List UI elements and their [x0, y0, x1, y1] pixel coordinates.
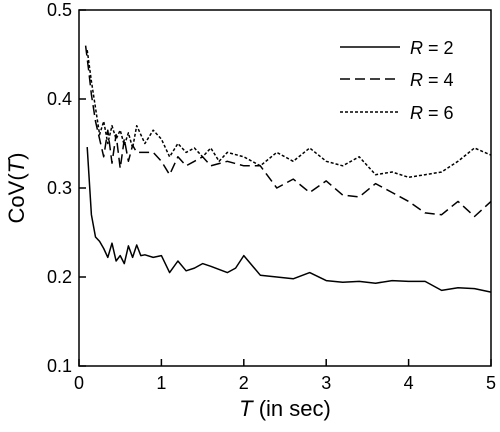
y-axis-label: CoV(T): [4, 153, 29, 224]
legend-label-r4: R = 4: [410, 70, 454, 90]
x-tick-label: 3: [321, 373, 331, 393]
y-tick-label: 0.5: [47, 0, 72, 20]
plot-frame: [78, 9, 492, 367]
legend-label-r6: R = 6: [410, 103, 454, 123]
x-tick-label: 1: [156, 373, 166, 393]
legend-label-r2: R = 2: [410, 38, 454, 58]
series-line-r6: [86, 49, 492, 179]
series-layer: [84, 45, 492, 293]
y-axis-ticks: 0.1 0.2 0.3 0.4 0.5: [47, 0, 86, 376]
y-tick-label: 0.2: [47, 267, 72, 287]
x-axis-ticks: 0 1 2 3 4 5: [74, 359, 496, 393]
x-tick-label: 0: [74, 373, 84, 393]
y-tick-label: 0.1: [47, 356, 72, 376]
legend: R = 2 R = 4 R = 6: [340, 38, 454, 123]
x-tick-label: 4: [404, 373, 414, 393]
x-tick-label: 2: [239, 373, 249, 393]
series-line-r4: [84, 45, 492, 218]
series-line-r2: [86, 147, 492, 293]
x-tick-label: 5: [486, 373, 496, 393]
y-tick-label: 0.3: [47, 178, 72, 198]
x-axis-label: T (in sec): [239, 396, 331, 421]
y-tick-label: 0.4: [47, 89, 72, 109]
